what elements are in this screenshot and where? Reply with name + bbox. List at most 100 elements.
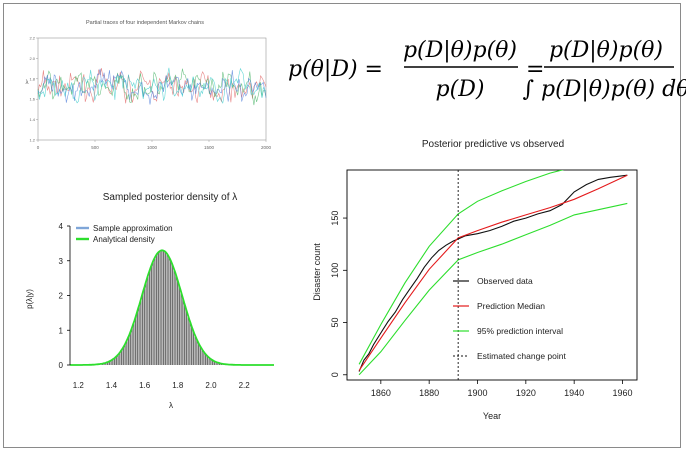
analytical-density-curve bbox=[70, 249, 274, 366]
histogram-bar bbox=[127, 336, 130, 365]
trace-x-tick-label: 1000 bbox=[147, 145, 158, 150]
histogram-bar bbox=[185, 310, 187, 365]
histogram-bar bbox=[203, 352, 205, 365]
pred-y-tick-label: 150 bbox=[330, 211, 340, 226]
eq-num2: p(D|θ)p(θ) bbox=[549, 38, 663, 63]
histogram-bar bbox=[126, 340, 128, 365]
histogram-bar bbox=[213, 361, 216, 365]
eq-num1: p(D|θ)p(θ) bbox=[403, 38, 517, 63]
histogram-bar bbox=[189, 321, 191, 365]
posterior-density-chart: Sampled posterior density of λ p(λ|y) λ … bbox=[25, 192, 274, 410]
histogram-bar bbox=[187, 315, 189, 365]
histogram-bar bbox=[176, 280, 179, 365]
legend-interval-label: 95% prediction interval bbox=[477, 326, 563, 336]
histogram-bar bbox=[106, 362, 109, 365]
pred-x-tick-label: 1960 bbox=[612, 388, 632, 398]
eq-den2: ∫ p(D|θ)p(θ) dθ bbox=[523, 77, 686, 102]
histogram-bar bbox=[217, 362, 219, 365]
trace-y-tick-label: 1.6 bbox=[29, 97, 35, 102]
trace-y-tick-label: 1.2 bbox=[29, 138, 35, 143]
histogram-bar bbox=[183, 304, 186, 365]
pred-legend: Observed data Prediction Median 95% pred… bbox=[453, 276, 566, 361]
histogram-bar bbox=[122, 347, 124, 365]
histogram-bar bbox=[155, 254, 158, 365]
trace-chain-line bbox=[37, 68, 267, 105]
histogram-bar bbox=[119, 352, 121, 365]
pred-y-tick-label: 50 bbox=[330, 318, 340, 328]
histogram-bar bbox=[115, 356, 117, 365]
histogram-bar bbox=[205, 354, 207, 365]
histogram-bar bbox=[206, 356, 209, 365]
histogram-bar bbox=[199, 346, 202, 365]
histogram-bar bbox=[154, 257, 156, 365]
trace-x-tick-label: 500 bbox=[91, 145, 99, 150]
pred-ylabel: Disaster count bbox=[312, 243, 322, 301]
histogram-bar bbox=[171, 264, 173, 365]
trace-plot: Partial traces of four independent Marko… bbox=[26, 20, 272, 150]
histogram-bar bbox=[145, 281, 147, 365]
histogram-bar bbox=[140, 299, 142, 365]
pred-y-tick-label: 0 bbox=[330, 372, 340, 377]
pred-plot-area bbox=[346, 169, 638, 381]
histogram-bar bbox=[197, 343, 200, 365]
hist-y-tick-label: 1 bbox=[59, 326, 64, 335]
legend-median-label: Prediction Median bbox=[477, 301, 545, 311]
observed-data-line bbox=[358, 174, 628, 372]
hist-legend: Sample approximation Analytical density bbox=[76, 224, 173, 244]
histogram-bar bbox=[175, 274, 177, 365]
hist-y-tick-label: 2 bbox=[59, 292, 64, 301]
histogram-bar bbox=[120, 349, 123, 365]
histogram-bar bbox=[219, 363, 221, 365]
hist-x-tick-label: 1.6 bbox=[139, 381, 151, 390]
histogram-bar bbox=[105, 362, 107, 365]
histogram-bar bbox=[159, 250, 161, 365]
histogram-bar bbox=[168, 256, 170, 365]
pred-x-tick-label: 1880 bbox=[419, 388, 439, 398]
histogram-bar bbox=[117, 354, 119, 365]
histogram-bar bbox=[182, 298, 184, 365]
histogram-bar bbox=[148, 270, 151, 365]
pred-title: Posterior predictive vs observed bbox=[422, 139, 564, 150]
histogram-bar bbox=[133, 322, 135, 365]
histogram-bar bbox=[161, 250, 163, 365]
histogram-bar bbox=[152, 261, 154, 365]
trace-y-tick-label: 2.0 bbox=[29, 56, 35, 61]
prediction-interval-line bbox=[358, 170, 565, 365]
hist-y-tick-label: 4 bbox=[59, 222, 64, 231]
histogram-bar bbox=[178, 286, 180, 365]
pred-x-tick-label: 1860 bbox=[371, 388, 391, 398]
histogram-bar bbox=[147, 275, 149, 365]
histogram-bar bbox=[157, 252, 159, 365]
histogram-bar bbox=[138, 305, 140, 365]
trace-x-tick-label: 0 bbox=[37, 145, 40, 150]
histogram-bar bbox=[108, 361, 110, 365]
histogram-bar bbox=[136, 311, 138, 365]
pred-x-tick-label: 1900 bbox=[467, 388, 487, 398]
histogram-bar bbox=[110, 360, 112, 365]
eq-equals-2: = bbox=[526, 57, 544, 82]
eq-den1: p(D) bbox=[436, 77, 485, 102]
prediction-median-line bbox=[358, 174, 628, 371]
pred-y-tick-label: 100 bbox=[330, 263, 340, 278]
bayes-equation: p(θ|D) = p(D|θ)p(θ) p(D) = p(D|θ)p(θ) ∫ … bbox=[288, 38, 686, 102]
hist-ylabel: p(λ|y) bbox=[25, 289, 34, 309]
legend-sample-label: Sample approximation bbox=[93, 224, 173, 233]
histogram-bar bbox=[180, 292, 182, 365]
trace-chain-line bbox=[37, 67, 267, 104]
histogram-bar bbox=[201, 349, 203, 365]
histogram-bar bbox=[113, 357, 116, 365]
hist-x-tick-label: 1.4 bbox=[106, 381, 118, 390]
histogram-bar bbox=[164, 251, 166, 365]
histogram-bar bbox=[194, 335, 196, 365]
hist-xlabel: λ bbox=[169, 401, 173, 410]
histogram-bar bbox=[141, 293, 144, 365]
histogram-bar bbox=[112, 359, 114, 365]
hist-y-tick-label: 0 bbox=[59, 361, 64, 370]
trace-x-tick-label: 2000 bbox=[261, 145, 272, 150]
histogram-bar bbox=[173, 269, 175, 365]
prediction-interval-line bbox=[358, 202, 628, 376]
histogram-bar bbox=[150, 265, 152, 365]
trace-y-tick-label: 1.8 bbox=[29, 76, 35, 81]
pred-x-tick-label: 1920 bbox=[516, 388, 536, 398]
trace-y-tick-label: 2.2 bbox=[29, 36, 35, 41]
